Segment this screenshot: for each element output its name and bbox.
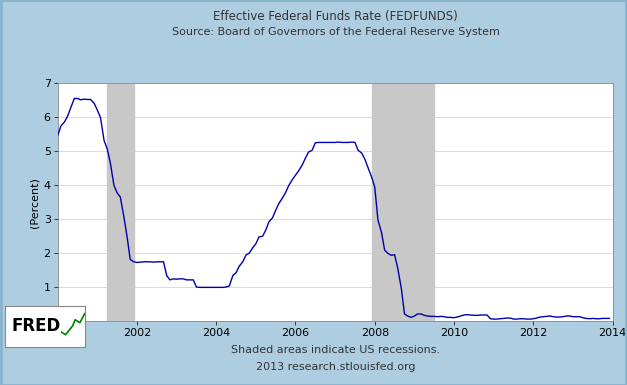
Bar — [372, 83, 435, 321]
Text: FRED: FRED — [11, 317, 61, 335]
Text: Shaded areas indicate US recessions.: Shaded areas indicate US recessions. — [231, 345, 440, 355]
Text: Source: Board of Governors of the Federal Reserve System: Source: Board of Governors of the Federa… — [172, 27, 499, 37]
Text: 2013 research.stlouisfed.org: 2013 research.stlouisfed.org — [256, 362, 415, 372]
Y-axis label: (Percent): (Percent) — [29, 177, 40, 228]
Bar — [107, 83, 134, 321]
Text: Effective Federal Funds Rate (FEDFUNDS): Effective Federal Funds Rate (FEDFUNDS) — [213, 10, 458, 23]
